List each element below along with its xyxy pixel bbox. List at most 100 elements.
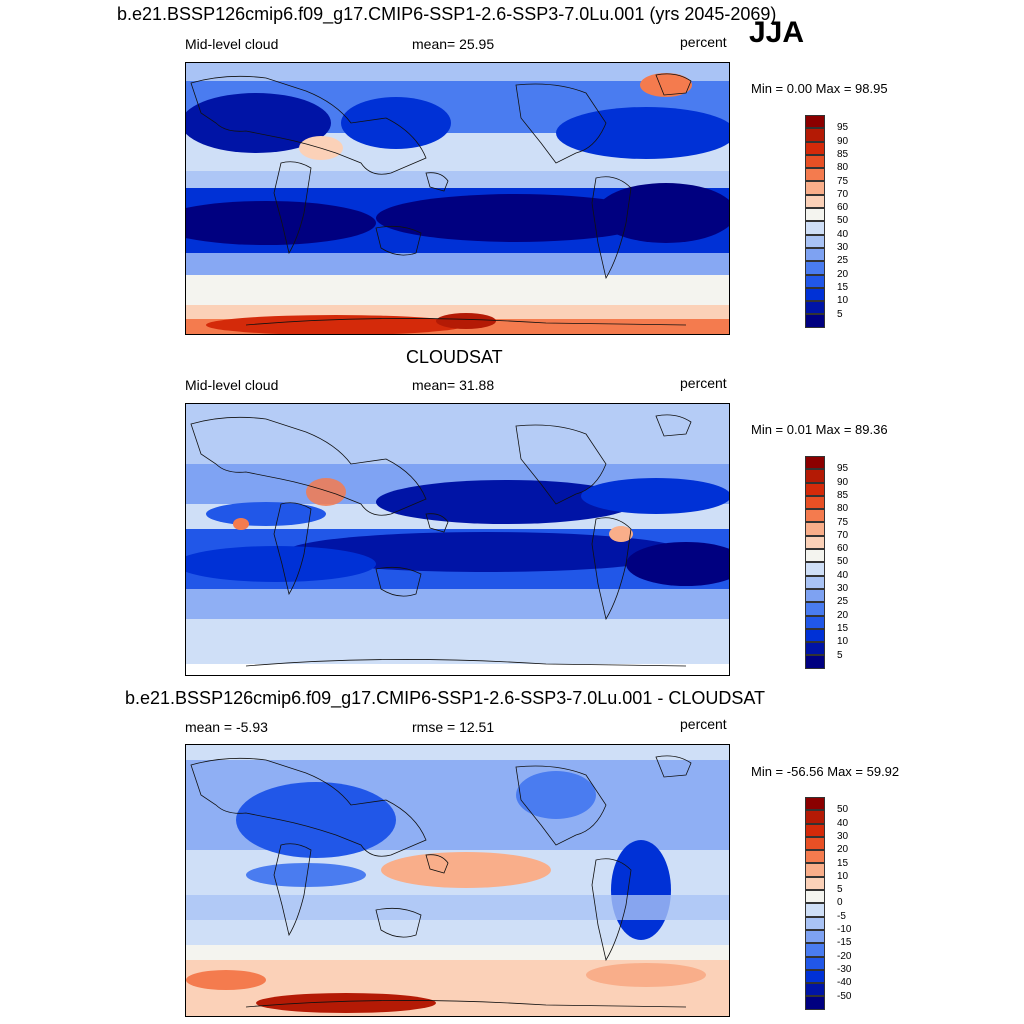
colorbar-swatch <box>805 194 825 209</box>
colorbar-label: -10 <box>837 924 852 935</box>
colorbar-label: -5 <box>837 910 846 922</box>
colorbar-swatch <box>805 469 825 483</box>
panel2-title: CLOUDSAT <box>406 347 503 367</box>
colorbar-label: 75 <box>837 175 849 187</box>
colorbar-swatch <box>805 154 825 169</box>
colorbar-swatch <box>805 642 825 656</box>
colorbar-swatch <box>805 247 825 262</box>
colorbar-label: 30 <box>837 242 849 253</box>
panel3-colorbar: 50 40 30 20 15 10 5 0 -5 -10 -15 -20 -30 -40 -50 <box>805 797 851 1010</box>
colorbar-swatch <box>805 575 825 589</box>
colorbar-swatch <box>805 274 825 288</box>
colorbar-label: 60 <box>837 543 849 555</box>
colorbar-label: 50 <box>837 804 849 816</box>
colorbar-label: 75 <box>837 516 849 528</box>
colorbar-label: 60 <box>837 202 849 214</box>
colorbar-label: 30 <box>837 830 849 842</box>
panel2-minmax: Min = 0.01 Max = 89.36 <box>751 422 888 437</box>
colorbar-label: 90 <box>837 135 849 147</box>
season-label: JJA <box>749 16 805 49</box>
colorbar-swatch <box>805 456 825 470</box>
colorbar-swatch <box>805 287 825 302</box>
colorbar-swatch <box>805 535 825 550</box>
colorbar-swatch <box>805 234 825 248</box>
colorbar-label: 85 <box>837 489 849 501</box>
panel1-colorbar: 95 90 85 80 75 70 60 50 40 30 25 20 15 10 5 <box>805 115 848 328</box>
colorbar-swatch <box>805 562 825 576</box>
colorbar-label: -50 <box>837 990 852 1002</box>
colorbar-label: 10 <box>837 636 849 648</box>
colorbar-swatch <box>805 208 825 222</box>
colorbar-label: 5 <box>837 308 843 320</box>
colorbar-label: 20 <box>837 268 849 280</box>
colorbar-swatch <box>805 314 825 328</box>
colorbar-swatch <box>805 141 825 155</box>
colorbar-swatch <box>805 522 825 536</box>
colorbar-swatch <box>805 115 825 129</box>
panel1-mean-label: mean= 25.95 <box>412 36 495 52</box>
colorbar-swatch <box>805 863 825 877</box>
colorbar-swatch <box>805 588 825 603</box>
colorbar-label: 5 <box>837 884 843 896</box>
colorbar-label: 0 <box>837 897 843 909</box>
colorbar-swatch <box>805 615 825 629</box>
colorbar-swatch <box>805 903 825 917</box>
colorbar-label: 25 <box>837 596 849 608</box>
colorbar-swatch <box>805 655 825 669</box>
colorbar-label: 70 <box>837 529 849 541</box>
colorbar-label: 30 <box>837 583 849 594</box>
colorbar-swatch <box>805 602 825 616</box>
colorbar-swatch <box>805 983 825 997</box>
colorbar-label: -20 <box>837 950 852 962</box>
panel3-units-label: percent <box>680 716 727 732</box>
colorbar-swatch <box>805 168 825 182</box>
colorbar-label: 50 <box>837 215 849 227</box>
colorbar-label: 25 <box>837 255 849 267</box>
panel3-mean-label: mean = -5.93 <box>185 719 268 735</box>
colorbar-label: -30 <box>837 963 852 975</box>
colorbar-label: 85 <box>837 148 849 160</box>
panel3-minmax: Min = -56.56 Max = 59.92 <box>751 764 900 779</box>
colorbar-swatch <box>805 956 825 970</box>
colorbar-label: 40 <box>837 228 849 240</box>
colorbar-swatch <box>805 836 825 851</box>
colorbar-swatch <box>805 509 825 523</box>
colorbar-label: 70 <box>837 188 849 200</box>
colorbar-label: 10 <box>837 870 849 882</box>
panel2-colorbar: 95 90 85 80 75 70 60 50 40 30 25 20 15 10 5 <box>805 456 848 669</box>
colorbar-label: 95 <box>837 463 849 475</box>
panel3-map <box>185 744 730 1017</box>
colorbar-swatch <box>805 890 825 904</box>
colorbar-label: 40 <box>837 569 849 581</box>
panel2-map <box>185 403 730 676</box>
colorbar-swatch <box>805 482 825 496</box>
colorbar-swatch <box>805 996 825 1010</box>
colorbar-swatch <box>805 549 825 563</box>
colorbar-swatch <box>805 850 825 864</box>
colorbar-label: 95 <box>837 122 849 134</box>
panel1-minmax: Min = 0.00 Max = 98.95 <box>751 81 888 96</box>
colorbar-label: 20 <box>837 609 849 621</box>
colorbar-swatch <box>805 181 825 195</box>
colorbar-swatch <box>805 929 825 944</box>
panel3-title: b.e21.BSSP126cmip6.f09_g17.CMIP6-SSP1-2.… <box>125 688 766 708</box>
panel2-mean-label: mean= 31.88 <box>412 377 495 393</box>
panel1-map <box>185 62 730 335</box>
panel2-units-label: percent <box>680 375 727 391</box>
colorbar-label: 80 <box>837 503 849 515</box>
panel1-units-label: percent <box>680 34 727 50</box>
colorbar-label: 40 <box>837 817 849 829</box>
panel3-rmse-label: rmse = 12.51 <box>412 719 495 735</box>
colorbar-swatch <box>805 810 825 824</box>
colorbar-swatch <box>805 969 825 984</box>
colorbar-label: 50 <box>837 556 849 568</box>
panel2-variable-label: Mid-level cloud <box>185 377 279 393</box>
colorbar-swatch <box>805 261 825 275</box>
colorbar-label: 15 <box>837 281 849 293</box>
colorbar-label: 90 <box>837 476 849 488</box>
panel1-title: b.e21.BSSP126cmip6.f09_g17.CMIP6-SSP1-2.… <box>117 4 777 24</box>
colorbar-label: -15 <box>837 937 852 949</box>
panel1-map-svg <box>186 63 729 334</box>
colorbar-swatch <box>805 876 825 891</box>
colorbar-swatch <box>805 943 825 957</box>
